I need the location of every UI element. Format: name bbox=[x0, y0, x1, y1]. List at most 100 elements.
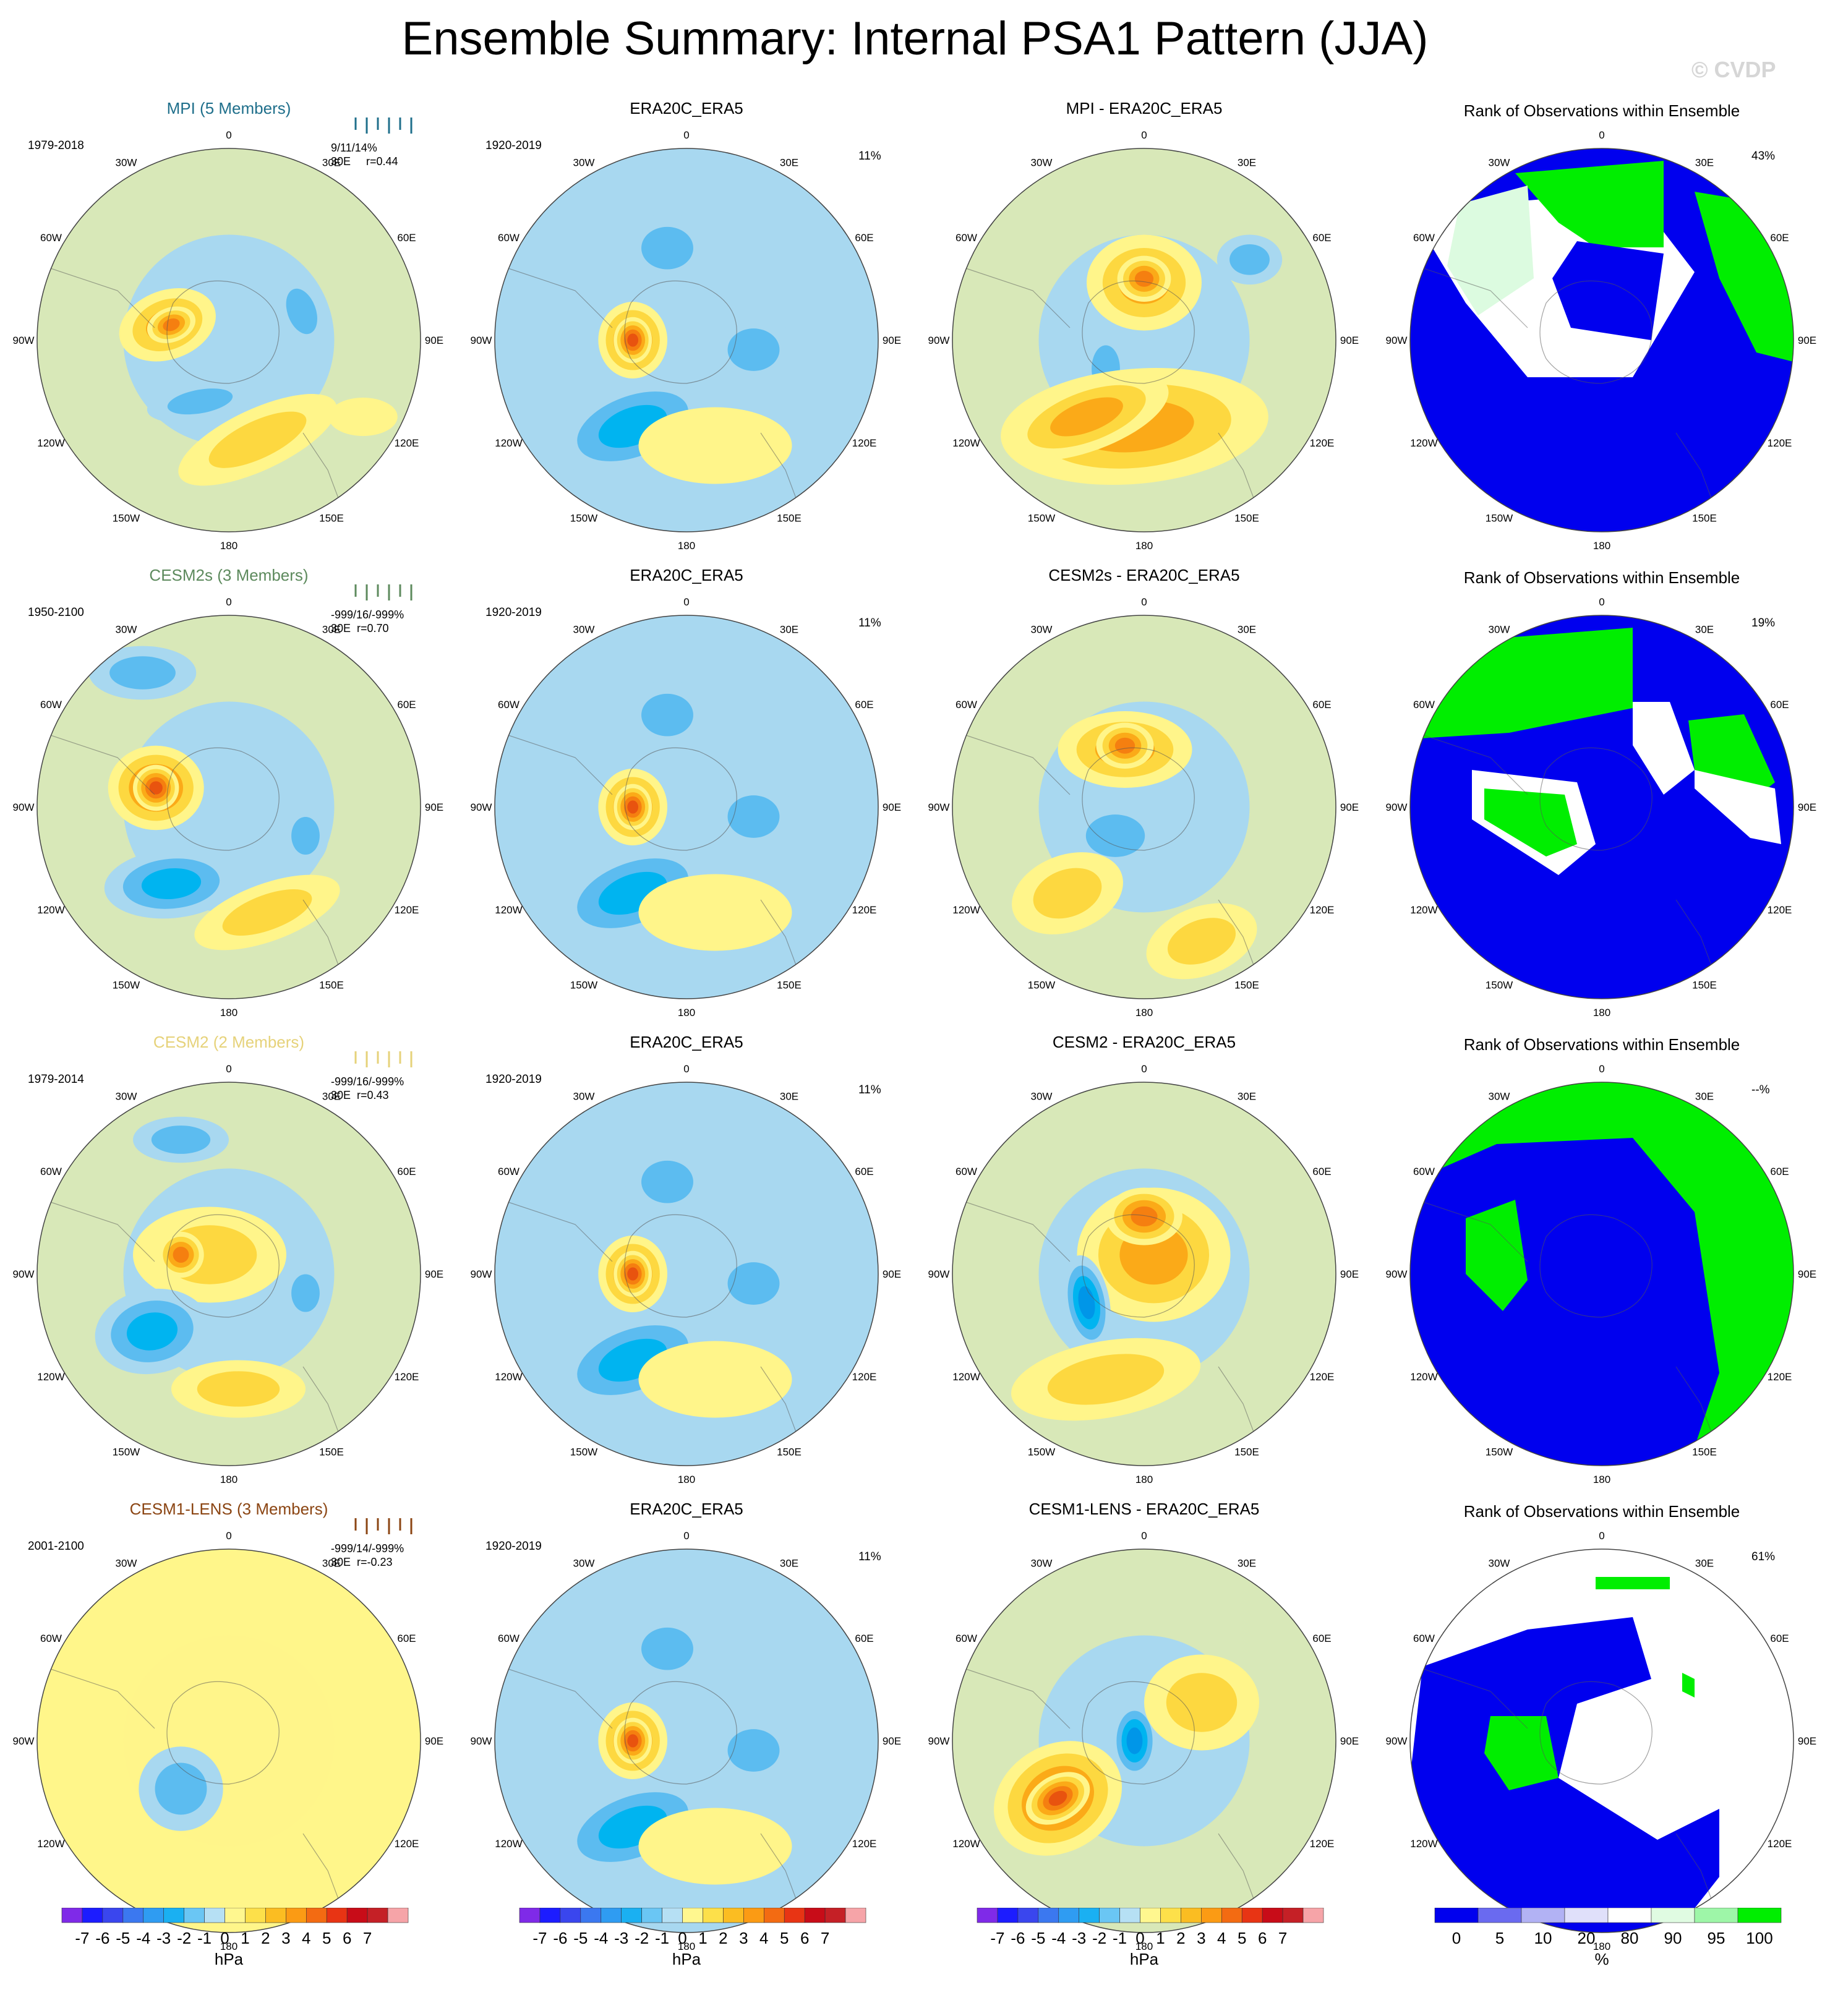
colorbar-tick-label: -1 bbox=[655, 1929, 669, 1947]
lon-label: 60E bbox=[855, 1166, 873, 1177]
panel-period: 1950-2100 bbox=[28, 606, 84, 619]
anomaly-contour bbox=[208, 411, 307, 468]
lon-label: 60W bbox=[956, 1633, 977, 1644]
colorbar-tick-label: -4 bbox=[594, 1929, 608, 1947]
lon-label: 120W bbox=[952, 1371, 980, 1383]
map-panel-model-2: 0 30E 60E 90E 120E 150E 180 150W 120W 90W 60W 30W CE… bbox=[0, 560, 458, 1030]
coastline bbox=[1082, 280, 1195, 384]
lon-label: 90E bbox=[425, 1735, 443, 1747]
colorbar-tick-label: -4 bbox=[136, 1929, 150, 1947]
colorbar-swatch bbox=[1651, 1907, 1695, 1923]
lon-label: 150W bbox=[570, 513, 597, 524]
coastline bbox=[624, 1214, 737, 1318]
lon-label: 30E bbox=[780, 156, 798, 168]
coastline bbox=[166, 1681, 280, 1785]
lon-label: 90W bbox=[1386, 335, 1408, 346]
lon-label: 90W bbox=[928, 801, 950, 813]
lon-label: 0 bbox=[226, 129, 231, 141]
lon-label: 120W bbox=[1410, 904, 1437, 916]
colorbar-swatch bbox=[1434, 1907, 1479, 1923]
panel-title: Rank of Observations within Ensemble bbox=[1463, 101, 1740, 120]
lon-label: 30W bbox=[116, 1557, 137, 1569]
field-layer bbox=[1410, 1549, 1794, 1933]
anomaly-contour bbox=[641, 1160, 693, 1203]
lon-label: 60E bbox=[397, 232, 416, 244]
colorbar-tick-label: 80 bbox=[1621, 1929, 1639, 1947]
lon-label: 0 bbox=[683, 596, 689, 608]
anomaly-contour bbox=[627, 1734, 639, 1748]
anomaly-contour bbox=[1167, 918, 1236, 965]
panel-pct: 43% bbox=[1751, 150, 1776, 163]
map-border bbox=[952, 1548, 1336, 1933]
anomaly-contour bbox=[222, 889, 312, 936]
anomaly-contour bbox=[286, 288, 317, 335]
lon-label: 120W bbox=[952, 437, 980, 449]
colorbar-tick-label: 4 bbox=[759, 1929, 768, 1947]
lon-label: 120W bbox=[495, 1838, 522, 1850]
lon-label: 60E bbox=[1312, 1166, 1331, 1177]
rank-region bbox=[1552, 241, 1664, 340]
field-layer bbox=[495, 615, 878, 999]
map-border bbox=[1409, 1082, 1794, 1466]
lon-label: 180 bbox=[1135, 1007, 1153, 1019]
lon-label: 90E bbox=[1798, 1735, 1816, 1747]
figure-title: Ensemble Summary: Internal PSA1 Pattern … bbox=[401, 12, 1429, 65]
map-panel-obs-2: 0 30E 60E 90E 120E 150E 180 150W 120W 90W 60W 30W ER… bbox=[458, 560, 915, 1030]
colorbar-swatch bbox=[1477, 1907, 1522, 1923]
colorbar-swatch bbox=[1282, 1907, 1304, 1923]
lon-label: 60W bbox=[956, 699, 977, 711]
colorbar-tick-label: -1 bbox=[1113, 1929, 1127, 1947]
colorbar-tick-label: 7 bbox=[363, 1929, 372, 1947]
colorbar-tick-label: 90 bbox=[1664, 1929, 1682, 1947]
lon-label: 180 bbox=[678, 1941, 695, 1952]
anomaly-contour bbox=[197, 1371, 280, 1407]
lon-label: 180 bbox=[220, 1007, 237, 1019]
lon-label: 150E bbox=[1692, 513, 1717, 524]
colorbar-unit: hPa bbox=[672, 1950, 701, 1968]
panel-pct: 61% bbox=[1751, 1550, 1776, 1563]
coastline bbox=[1539, 747, 1653, 851]
lon-label: 120W bbox=[495, 437, 522, 449]
rank-region bbox=[1466, 1200, 1528, 1311]
lon-label: 180 bbox=[678, 1007, 695, 1019]
lon-label: 30W bbox=[116, 156, 137, 168]
anomaly-contour bbox=[1085, 814, 1145, 857]
colorbar-swatch bbox=[326, 1907, 348, 1923]
map-border bbox=[494, 1548, 879, 1933]
field-layer bbox=[1410, 615, 1794, 999]
lon-label: 0 bbox=[1141, 1530, 1147, 1542]
field-layer bbox=[952, 148, 1336, 532]
lon-label: 0 bbox=[1599, 1530, 1604, 1542]
colorbar-tick-label: 1 bbox=[698, 1929, 707, 1947]
lon-label: 60W bbox=[498, 699, 519, 711]
colorbar-swatch bbox=[519, 1907, 541, 1923]
anomaly-contour bbox=[727, 328, 780, 371]
lon-label: 30W bbox=[573, 623, 595, 635]
map-border bbox=[952, 148, 1336, 532]
lon-label: 30E bbox=[322, 1557, 341, 1569]
lon-label: 150E bbox=[777, 1446, 802, 1458]
lon-label: 60W bbox=[40, 232, 62, 244]
lon-label: 30E bbox=[1695, 1557, 1714, 1569]
colorbar-tick-label: -3 bbox=[614, 1929, 628, 1947]
lon-label: 180 bbox=[220, 1941, 237, 1952]
colorbar-swatch bbox=[1302, 1907, 1324, 1923]
lon-label: 120W bbox=[37, 904, 64, 916]
colorbar-tick-label: 3 bbox=[739, 1929, 748, 1947]
anomaly-contour bbox=[1229, 244, 1270, 275]
colorbar-swatch bbox=[1262, 1907, 1283, 1923]
colorbar-swatch bbox=[997, 1907, 1019, 1923]
lon-label: 0 bbox=[1141, 129, 1147, 141]
rank-region bbox=[1447, 186, 1534, 315]
map-panel-obs-1: 0 30E 60E 90E 120E 150E 180 150W 120W 90W 60W 30W ER… bbox=[458, 93, 915, 563]
colorbar-swatch bbox=[184, 1907, 205, 1923]
lon-label: 30E bbox=[1238, 1090, 1256, 1102]
colorbar-tick-label: 0 bbox=[678, 1929, 686, 1947]
lon-label: 30W bbox=[1489, 1090, 1510, 1102]
anomaly-contour bbox=[1047, 1354, 1165, 1405]
colorbar-svg: -7 -6 -5 -4 -3 -2 -1 0 1 2 3 4 5 6 7 bbox=[61, 1907, 409, 1947]
lon-label: 120W bbox=[952, 904, 980, 916]
rank-region bbox=[1410, 1617, 1719, 1933]
